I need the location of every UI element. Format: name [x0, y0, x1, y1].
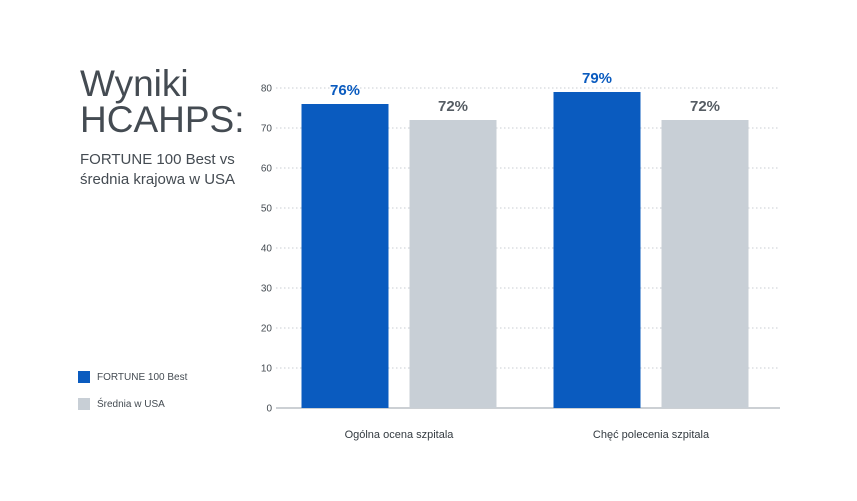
bar: [661, 120, 749, 408]
legend-item-fortune: FORTUNE 100 Best: [78, 368, 248, 386]
y-tick-label: 10: [261, 364, 273, 375]
legend-label-fortune: FORTUNE 100 Best: [97, 371, 188, 383]
data-label: 72%: [438, 98, 468, 115]
data-label: 72%: [690, 98, 720, 115]
bar: [301, 104, 389, 408]
data-label: 79%: [582, 70, 612, 87]
y-tick-label: 40: [261, 244, 273, 255]
data-label: 76%: [330, 82, 360, 99]
x-tick-label: Ogólna ocena szpitala: [345, 429, 455, 441]
legend: FORTUNE 100 Best Średnia w USA: [78, 368, 248, 422]
bar: [553, 92, 641, 408]
chart-subtitle: FORTUNE 100 Best vs średnia krajowa w US…: [80, 151, 236, 188]
y-tick-label: 0: [266, 404, 272, 415]
legend-swatch-fortune: [78, 371, 90, 383]
legend-swatch-usa-average: [78, 398, 90, 410]
y-tick-label: 20: [261, 324, 273, 335]
bar: [409, 120, 497, 408]
y-tick-label: 70: [261, 124, 273, 135]
y-tick-label: 60: [261, 164, 273, 175]
legend-label-usa-average: Średnia w USA: [97, 398, 165, 410]
y-tick-label: 50: [261, 204, 273, 215]
legend-item-usa-average: Średnia w USA: [78, 395, 248, 413]
y-tick-label: 30: [261, 284, 273, 295]
x-tick-label: Chęć polecenia szpitala: [593, 429, 710, 441]
y-tick-label: 80: [261, 84, 273, 95]
chart-title: Wyniki HCAHPS:: [80, 63, 245, 140]
